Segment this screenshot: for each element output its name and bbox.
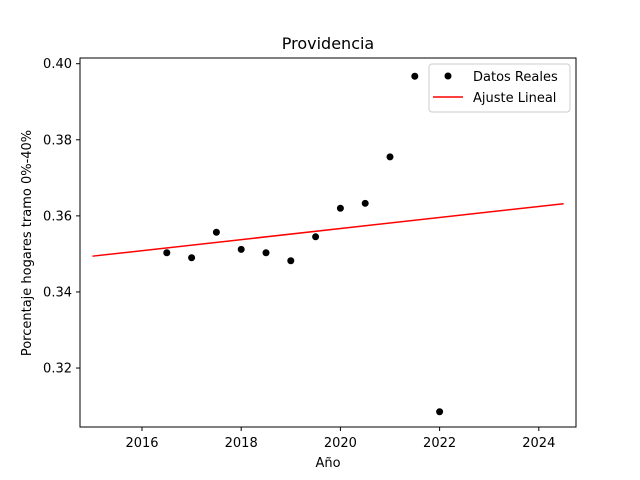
y-tick-label: 0.38 [43, 133, 72, 148]
data-point [262, 249, 270, 257]
legend-box [428, 63, 571, 113]
data-point [361, 199, 369, 207]
legend-marker-datos-reales [444, 72, 452, 80]
data-point [287, 257, 295, 265]
x-tick-label: 2018 [225, 436, 258, 451]
y-tick-label: 0.32 [43, 362, 72, 377]
data-point [436, 408, 444, 416]
plot-area [79, 57, 577, 428]
x-tick-label: 2020 [324, 436, 357, 451]
x-tick-label: 2024 [522, 436, 555, 451]
data-point [237, 245, 245, 253]
data-point [411, 72, 419, 80]
x-tick-label: 2016 [125, 436, 158, 451]
data-point [188, 254, 196, 262]
legend-label-ajuste-lineal: Ajuste Lineal [473, 91, 556, 106]
data-point [212, 228, 220, 236]
x-axis: 2016 2018 2020 2022 2024 [125, 427, 555, 451]
fit-line [92, 202, 564, 257]
x-axis-label: Año [315, 456, 340, 471]
legend: Datos Reales Ajuste Lineal [428, 63, 571, 113]
y-tick-label: 0.34 [43, 285, 72, 300]
y-axis-label: Porcentaje hogares tramo 0%-40% [20, 130, 35, 356]
chart-title: Providencia [282, 34, 374, 53]
y-tick-label: 0.36 [43, 209, 72, 224]
data-point [312, 233, 320, 241]
data-point [163, 249, 171, 257]
legend-label-datos-reales: Datos Reales [473, 70, 558, 85]
x-tick-label: 2022 [423, 436, 456, 451]
axes-frame [79, 57, 577, 428]
y-axis: 0.32 0.34 0.36 0.38 0.40 [43, 57, 80, 377]
data-point [386, 153, 394, 161]
y-tick-label: 0.40 [43, 57, 72, 72]
data-point [336, 204, 344, 212]
